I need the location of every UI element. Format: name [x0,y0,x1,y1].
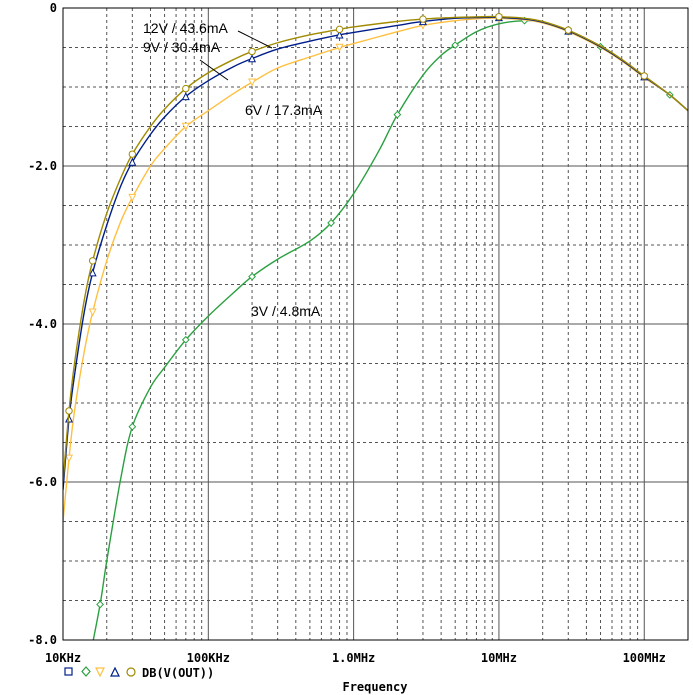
diamond-marker [96,600,105,609]
triangle-marker [248,54,257,63]
circle-marker [248,47,256,56]
inverted-triangle-marker [128,193,137,202]
x-tick-label: 10KHz [45,651,81,665]
legend-diamond-icon [81,666,91,677]
triangle-marker [335,30,344,39]
circle-marker [564,26,572,34]
circle-marker [495,12,503,21]
triangle-marker [128,157,137,166]
triangle-marker [88,268,97,277]
series-group [63,12,688,483]
annotation-3v: 3V / 4.8mA [251,303,321,319]
inverted-triangle-marker [248,78,257,87]
y-tick-label: 0 [50,1,57,15]
leader-line-12v [237,30,273,49]
circle-marker [335,25,344,34]
plot-frame [62,7,689,641]
annotation-9v: 9V / 30.4mA [143,39,221,55]
diamond-marker [327,218,336,227]
y-tick-label: -4.0 [28,317,57,331]
series-layer [63,12,688,640]
circle-marker [88,257,97,265]
circle-marker [419,15,427,23]
triangle-marker [65,414,74,423]
inverted-triangle-marker [88,308,97,317]
legend-triangle-icon [110,666,120,677]
tick-labels: 0 -2.0 -4.0 -6.0 -8.0 10KHz 100KHz 1.0MHz 10MHz 1… [28,1,666,665]
diamond-marker [393,110,402,119]
annotation-12v: 12V / 43.6mA [143,20,228,36]
legend-trace-label: DB(V(OUT)) [142,666,214,680]
y-tick-label: -6.0 [28,475,57,489]
annotation-6v: 6V / 17.3mA [245,102,323,118]
x-tick-label: 1.0MHz [332,651,375,665]
x-axis-label: Frequency [342,680,407,694]
circle-marker [182,84,190,93]
diamond-marker [248,272,256,281]
leader-line-9v [199,59,229,81]
x-tick-label: 100MHz [623,651,666,665]
circle-marker [65,407,73,415]
y-tick-label: -8.0 [28,633,57,647]
inverted-triangle-marker [181,122,190,131]
legend-inverted-triangle-icon [95,667,105,678]
x-tick-label: 100KHz [187,651,230,665]
triangle-marker [181,92,190,101]
diamond-marker [128,422,137,431]
legend-square-icon [64,667,73,676]
diamond-marker [181,335,190,344]
inverted-triangle-marker [335,43,344,52]
x-tick-label: 10MHz [481,651,517,665]
circle-marker [128,150,137,158]
circle-marker [640,72,648,80]
y-tick-label: -2.0 [28,159,57,173]
diamond-marker [451,41,460,50]
inverted-triangle-marker [65,454,74,463]
legend-circle-icon [126,667,136,677]
legend: DB(V(OUT)) [64,666,214,680]
